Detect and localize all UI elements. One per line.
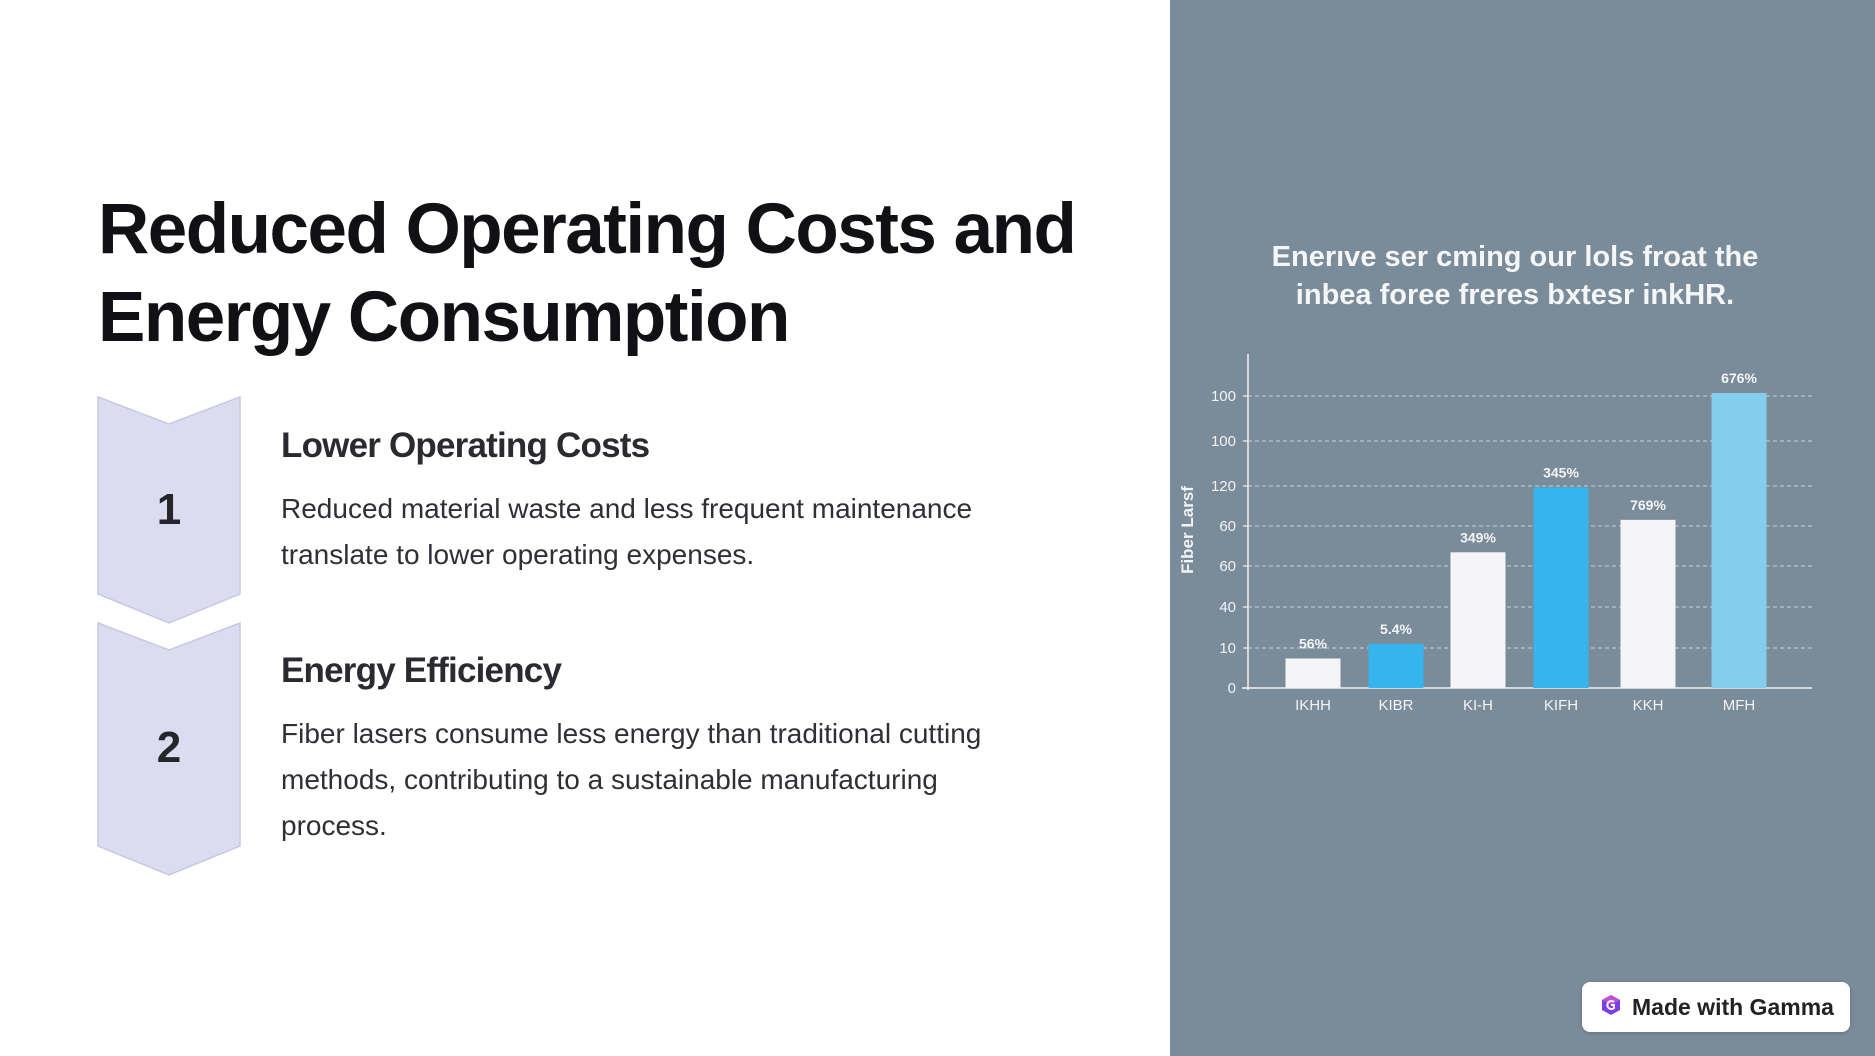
y-tick-label: 60 bbox=[1219, 518, 1236, 535]
data-label: 769% bbox=[1630, 497, 1666, 513]
y-tick-label: 60 bbox=[1219, 558, 1236, 575]
step-2-number: 2 bbox=[156, 723, 182, 772]
title-line-2: Energy Consumption bbox=[98, 278, 790, 357]
bar-chart: 0 10 40 60 60 120 100 100 Fiber Larsf 56% IKHH 5.4%… bbox=[1178, 354, 1812, 714]
badge-label: Made with Gamma bbox=[1632, 993, 1834, 1020]
bar-kifh bbox=[1533, 487, 1589, 688]
y-tick-label: 0 bbox=[1228, 680, 1236, 697]
bar-ki-h bbox=[1450, 552, 1506, 688]
x-tick-label: KIBR bbox=[1378, 697, 1413, 714]
bar-kibr bbox=[1368, 643, 1424, 688]
x-tick-label: KIFH bbox=[1544, 697, 1578, 714]
x-tick-label: KI-H bbox=[1463, 697, 1493, 714]
data-label: 345% bbox=[1543, 464, 1579, 480]
step-1-title: Lower Operating Costs bbox=[281, 426, 650, 465]
y-tick-label: 40 bbox=[1219, 599, 1236, 616]
y-tick-label: 120 bbox=[1211, 478, 1236, 495]
y-tick-label: 100 bbox=[1211, 433, 1236, 450]
y-tick-label: 100 bbox=[1211, 388, 1236, 405]
bar-kkh bbox=[1620, 519, 1676, 688]
page-title: Reduced Operating Costs and Energy Consu… bbox=[98, 186, 1118, 362]
step-2-description: Fiber lasers consume less energy than tr… bbox=[281, 718, 982, 841]
step-2-chevron bbox=[97, 622, 241, 876]
chart-title-line-1: Enerıve ser cming our lols froat the bbox=[1271, 241, 1759, 273]
x-tick-label: MFH bbox=[1723, 697, 1756, 714]
bar-mfh bbox=[1711, 393, 1767, 688]
made-with-gamma-badge[interactable]: Made with Gamma bbox=[1582, 982, 1850, 1032]
chart-title: Enerıve ser cming our lols froat the inb… bbox=[1195, 238, 1835, 314]
data-label: 676% bbox=[1721, 370, 1757, 386]
y-tick-label: 10 bbox=[1219, 640, 1236, 657]
data-label: 56% bbox=[1299, 636, 1328, 652]
gamma-logo-icon bbox=[1600, 994, 1622, 1021]
step-1-number: 1 bbox=[156, 485, 182, 534]
step-1-description: Reduced material waste and less frequent… bbox=[281, 493, 973, 570]
bar-ikhh bbox=[1285, 658, 1341, 688]
chart-title-line-2: inbea foree freres bxtesr inkHR. bbox=[1295, 279, 1735, 311]
x-tick-label: IKHH bbox=[1295, 697, 1331, 714]
data-label: 349% bbox=[1460, 529, 1496, 545]
title-line-1: Reduced Operating Costs and bbox=[98, 190, 1077, 269]
x-tick-label: KKH bbox=[1633, 697, 1664, 714]
data-label: 5.4% bbox=[1380, 621, 1412, 637]
step-2-title: Energy Efficiency bbox=[281, 651, 562, 690]
content-panel: Reduced Operating Costs and Energy Consu… bbox=[97, 186, 1118, 876]
y-axis-label: Fiber Larsf bbox=[1178, 486, 1197, 574]
step-1-chevron bbox=[97, 396, 241, 624]
